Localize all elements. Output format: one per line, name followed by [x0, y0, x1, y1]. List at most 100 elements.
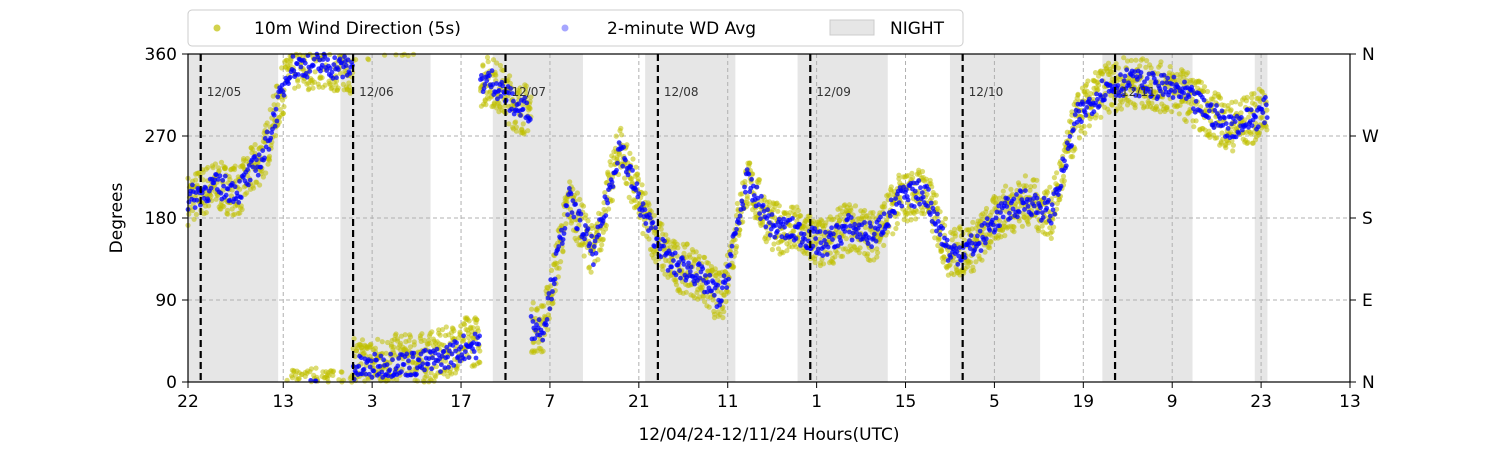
wd-5s-point — [260, 174, 266, 180]
wd-5s-point — [1204, 88, 1211, 95]
wd-avg-point — [899, 203, 905, 209]
wd-avg-point — [516, 101, 522, 107]
wd-avg-point — [918, 185, 923, 191]
wd-avg-point — [499, 79, 505, 85]
wd-avg-point — [665, 268, 671, 273]
wd-5s-point — [398, 340, 404, 346]
wd-avg-point — [1233, 134, 1239, 140]
wd-5s-point — [1237, 101, 1243, 107]
wd-avg-point — [760, 202, 766, 208]
wd-avg-point — [272, 123, 278, 129]
wd-5s-point — [346, 84, 353, 90]
wd-avg-point — [578, 211, 584, 217]
wd-avg-point — [865, 241, 871, 247]
wd-avg-point — [1222, 115, 1227, 121]
wd-avg-point — [609, 179, 615, 185]
wd-avg-point — [368, 358, 374, 364]
wd-5s-point — [1177, 102, 1183, 108]
wd-avg-point — [434, 346, 440, 352]
wd-avg-point — [643, 221, 649, 226]
wd-5s-point — [1049, 229, 1055, 235]
wd-avg-point — [977, 228, 983, 234]
wd-avg-point — [650, 220, 656, 225]
wd-avg-point — [332, 55, 338, 61]
wd-avg-point — [812, 226, 818, 231]
wd-avg-point — [1151, 72, 1156, 78]
wd-avg-point — [369, 374, 375, 380]
wd-avg-point — [830, 237, 835, 242]
wd-avg-point — [677, 268, 682, 273]
wd-avg-point — [498, 94, 504, 99]
wd-avg-point — [359, 371, 365, 377]
wd-avg-point — [361, 366, 367, 372]
wd-avg-point — [484, 78, 490, 84]
wd-avg-point — [790, 216, 795, 221]
y-axis-label: Degrees — [107, 182, 127, 253]
wd-5s-point — [1246, 114, 1252, 120]
wd-avg-point — [1031, 203, 1037, 209]
wd-5s-point — [890, 231, 896, 237]
wd-5s-point — [1167, 64, 1173, 70]
wd-5s-point — [1158, 59, 1164, 65]
wd-5s-point — [988, 239, 994, 245]
wd-avg-point — [404, 351, 410, 357]
wd-avg-point — [615, 160, 620, 166]
wd-avg-point — [290, 54, 296, 59]
legend-box — [187, 9, 964, 47]
wd-avg-point — [773, 223, 778, 228]
wd-avg-point — [948, 255, 954, 260]
wd-avg-point — [1239, 115, 1244, 120]
wd-avg-point — [246, 163, 252, 168]
wd-avg-point — [825, 244, 831, 250]
wd-avg-point — [304, 74, 310, 80]
wd-5s-point — [914, 208, 920, 215]
wd-avg-point — [869, 244, 874, 250]
wd-avg-point — [839, 241, 844, 246]
wd-avg-point — [911, 204, 917, 209]
wd-avg-point — [371, 368, 377, 374]
wd-5s-point — [1144, 58, 1150, 64]
wd-5s-point — [823, 220, 829, 226]
wd-5s-point — [252, 142, 258, 148]
wd-avg-point — [1144, 76, 1150, 81]
wd-avg-point — [343, 63, 349, 68]
wd-5s-point — [451, 328, 457, 334]
wd-5s-point — [265, 161, 271, 167]
wd-5s-point — [1264, 127, 1270, 133]
wd-avg-point — [1000, 214, 1006, 220]
wd-avg-point — [772, 234, 778, 240]
wd-avg-point — [1223, 121, 1229, 126]
wd-avg-point — [1207, 108, 1212, 114]
wd-5s-point — [820, 261, 827, 267]
wd-avg-point — [729, 243, 735, 249]
wd-avg-point — [1165, 75, 1170, 81]
wd-5s-point — [1148, 79, 1154, 85]
wd-avg-point — [237, 178, 243, 184]
wd-5s-point — [606, 206, 612, 212]
wd-avg-point — [616, 140, 622, 146]
wd-avg-point — [1263, 95, 1268, 100]
wd-avg-point — [275, 94, 281, 100]
wd-avg-point — [966, 242, 971, 248]
wd-avg-point — [335, 67, 341, 72]
wd-5s-point — [353, 57, 359, 63]
wd-5s-point — [627, 150, 633, 156]
wd-5s-point — [487, 88, 494, 94]
wd-avg-point — [692, 281, 698, 287]
legend-label: NIGHT — [890, 19, 945, 39]
wd-5s-point — [483, 102, 489, 108]
wd-5s-point — [1048, 235, 1054, 241]
wd-5s-point — [535, 305, 541, 311]
wd-avg-point — [550, 289, 555, 294]
wd-5s-point — [275, 102, 281, 108]
wd-5s-point — [616, 150, 622, 156]
wd-avg-point — [547, 306, 553, 312]
wd-avg-point — [511, 98, 516, 104]
wd-avg-point — [755, 195, 761, 201]
wd-avg-point — [1155, 94, 1161, 100]
wd-5s-point — [624, 181, 630, 187]
wd-avg-point — [697, 275, 703, 281]
wd-5s-point — [875, 250, 881, 256]
wd-5s-point — [750, 171, 756, 177]
wd-5s-point — [221, 203, 227, 210]
